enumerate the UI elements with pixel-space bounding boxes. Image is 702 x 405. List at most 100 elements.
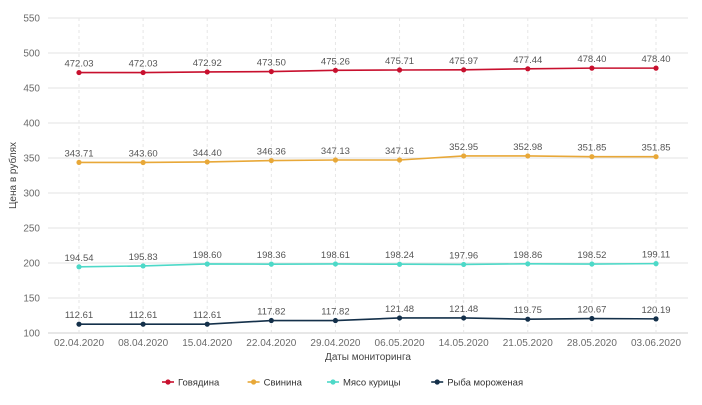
data-label: 473.50 <box>257 58 286 69</box>
data-label: 347.16 <box>385 146 414 157</box>
data-point[interactable] <box>332 317 339 324</box>
data-point[interactable] <box>76 159 82 166</box>
data-label: 198.61 <box>321 250 350 261</box>
data-label: 112.61 <box>65 310 93 321</box>
data-label: 343.71 <box>64 148 93 159</box>
data-point[interactable] <box>653 316 659 322</box>
data-point[interactable] <box>268 317 274 324</box>
data-point[interactable] <box>589 65 595 71</box>
y-tick-label: 100 <box>23 329 40 340</box>
data-point[interactable] <box>396 157 403 163</box>
data-label: 472.03 <box>129 59 158 70</box>
y-tick-label: 250 <box>23 224 40 235</box>
y-tick-label: 350 <box>23 154 40 165</box>
data-labels: 472.03 472.03 472.92 473.50 475.26 475.71 475.… <box>64 54 670 321</box>
data-label: 346.36 <box>257 147 286 158</box>
data-point[interactable] <box>525 153 531 159</box>
data-label: 198.24 <box>385 250 414 261</box>
legend-label: Свинина <box>264 378 303 389</box>
data-point[interactable] <box>140 69 146 76</box>
data-point[interactable] <box>525 261 531 267</box>
data-point[interactable] <box>461 315 467 321</box>
data-point[interactable] <box>140 159 146 166</box>
y-tick-label: 200 <box>23 259 40 270</box>
data-point[interactable] <box>204 69 210 75</box>
y-axis-title: Цена в рублях <box>7 142 19 209</box>
data-label: 198.52 <box>577 250 606 261</box>
data-label: 478.40 <box>577 54 606 65</box>
y-tick-label: 300 <box>23 189 40 200</box>
data-point[interactable] <box>204 261 210 267</box>
data-point[interactable] <box>653 261 659 267</box>
data-label: 478.40 <box>641 54 670 65</box>
legend-item[interactable]: Говядина <box>162 378 220 389</box>
x-tick-label: 14.05.2020 <box>439 338 489 349</box>
data-label: 477.44 <box>513 55 542 66</box>
data-point[interactable] <box>332 67 339 73</box>
data-point[interactable] <box>525 316 531 322</box>
data-point[interactable] <box>332 157 339 163</box>
data-label: 352.98 <box>513 142 542 153</box>
data-point[interactable] <box>140 321 146 327</box>
data-point[interactable] <box>332 261 339 267</box>
data-point[interactable] <box>653 65 659 71</box>
data-label: 121.48 <box>449 304 478 315</box>
data-point[interactable] <box>268 261 274 267</box>
legend-marker <box>434 379 440 385</box>
data-label: 198.36 <box>257 250 286 261</box>
data-point[interactable] <box>140 263 146 269</box>
data-label: 121.48 <box>385 304 414 315</box>
x-tick-label: 28.05.2020 <box>567 338 617 349</box>
data-point[interactable] <box>461 67 467 73</box>
data-point[interactable] <box>268 68 274 75</box>
data-label: 119.75 <box>514 305 542 316</box>
legend[interactable]: Говядина Свинина Мясо курицы Рыба мороженая <box>162 378 523 389</box>
x-tick-label: 29.04.2020 <box>310 338 360 349</box>
data-point[interactable] <box>461 261 467 268</box>
data-point[interactable] <box>396 261 403 267</box>
series-1 <box>76 153 659 166</box>
legend-item[interactable]: Рыба мороженая <box>431 378 523 389</box>
data-label: 472.03 <box>64 59 93 70</box>
data-point[interactable] <box>396 315 403 321</box>
data-point[interactable] <box>76 321 82 327</box>
data-point[interactable] <box>204 159 210 165</box>
x-tick-label: 06.05.2020 <box>375 338 425 349</box>
series-line <box>79 67 656 74</box>
series-line <box>78 262 657 268</box>
data-point[interactable] <box>396 67 403 73</box>
data-point[interactable] <box>589 315 595 322</box>
series-line <box>79 317 657 325</box>
y-tick-label: 550 <box>23 14 40 25</box>
data-point[interactable] <box>525 66 531 72</box>
data-point[interactable] <box>268 157 274 164</box>
legend-marker <box>165 379 171 385</box>
legend-item[interactable]: Мясо курицы <box>327 378 401 389</box>
x-tick-label: 21.05.2020 <box>503 338 553 349</box>
data-point[interactable] <box>76 264 82 270</box>
data-label: 112.61 <box>193 310 221 321</box>
data-label: 472.92 <box>193 58 222 69</box>
x-axis-ticks: 02.04.2020 08.04.2020 15.04.2020 22.04.2020… <box>54 338 681 349</box>
data-label: 475.26 <box>321 56 350 67</box>
x-tick-label: 03.06.2020 <box>631 338 681 349</box>
data-label: 475.71 <box>385 56 414 67</box>
y-axis-ticks: 100 150 200 250 300 350 400 450 500 550 <box>23 14 40 340</box>
data-point[interactable] <box>589 154 595 160</box>
data-point[interactable] <box>589 261 595 267</box>
data-label: 194.54 <box>64 253 93 264</box>
y-tick-label: 150 <box>23 294 40 305</box>
x-axis-title: Даты мониторинга <box>325 352 411 363</box>
data-point[interactable] <box>76 69 82 76</box>
data-point[interactable] <box>653 154 659 160</box>
series-2 <box>76 261 659 270</box>
data-point[interactable] <box>461 153 467 159</box>
legend-item[interactable]: Свинина <box>247 378 303 389</box>
series-3 <box>76 315 659 327</box>
data-label: 475.97 <box>449 56 478 67</box>
x-tick-label: 02.04.2020 <box>54 338 104 349</box>
data-point[interactable] <box>204 321 210 327</box>
data-label: 344.40 <box>193 148 222 159</box>
